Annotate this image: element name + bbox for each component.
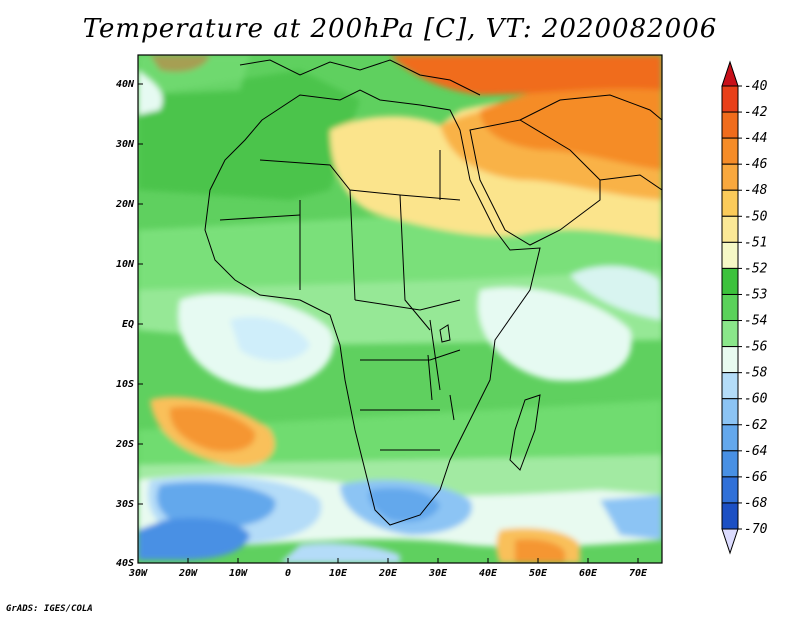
colorbar-swatch: [721, 476, 739, 504]
colorbar-label: -58: [744, 366, 768, 381]
colorbar-label: -46: [744, 157, 768, 172]
temperature-field: [138, 55, 662, 563]
lon-tick-label: 30E: [428, 568, 448, 579]
colorbar-swatch: [721, 241, 739, 269]
colorbar-swatch: [721, 424, 739, 452]
lon-tick-label: 10W: [229, 568, 248, 579]
colorbar-swatch: [721, 398, 739, 426]
colorbar-swatch: [721, 111, 739, 139]
lat-tick-label: 40S: [116, 558, 134, 569]
lat-tick-label: EQ: [122, 319, 134, 330]
colorbar-label: -53: [744, 287, 767, 302]
colorbar-label: -68: [744, 496, 768, 511]
latitude-axis: 40N 30N 20N 10N EQ 10S 20S 30S 40S: [115, 79, 143, 569]
colorbar-bottom-arrow: [721, 528, 739, 555]
colorbar-label: -62: [744, 418, 768, 433]
colorbar-label: -40: [744, 79, 768, 94]
colorbar-swatch: [721, 189, 739, 217]
lat-tick-label: 30S: [115, 499, 134, 510]
map-title: Temperature at 200hPa [C], VT: 202008200…: [82, 14, 718, 44]
colorbar-label: -51: [744, 235, 767, 250]
lat-tick-label: 20S: [115, 439, 134, 450]
colorbar-swatch: [721, 346, 739, 374]
colorbar-label: -66: [744, 470, 768, 485]
colorbar-swatch: [721, 372, 739, 400]
lon-tick-label: 40E: [479, 568, 498, 579]
colorbar-label: -52: [744, 261, 768, 276]
colorbar-label: -70: [744, 522, 768, 537]
lon-tick-label: 50E: [529, 568, 548, 579]
colorbar-swatch: [721, 85, 739, 113]
colorbar-swatch: [721, 267, 739, 295]
lat-tick-label: 20N: [115, 199, 135, 210]
lat-tick-label: 40N: [116, 79, 135, 90]
colorbar-swatch: [721, 502, 739, 530]
colorbar-label: -44: [744, 131, 767, 146]
colorbar-label: -60: [744, 392, 768, 407]
lon-tick-label: 20W: [178, 568, 198, 579]
colorbar-label: -54: [744, 314, 767, 329]
credit-text: GrADS: IGES/COLA: [6, 604, 93, 614]
longitude-axis: 30W 20W 10W 0 10E 20E 30E 40E 50E 60E 70E: [128, 558, 648, 579]
lat-tick-label: 30N: [115, 139, 135, 150]
colorbar-label: -56: [744, 340, 768, 355]
colorbar-swatch: [721, 137, 739, 165]
colorbar-swatch: [721, 293, 739, 322]
colorbar-label: -42: [744, 105, 768, 120]
lat-tick-label: 10N: [116, 259, 135, 270]
colorbar-label: -64: [744, 444, 767, 459]
lon-tick-label: 20E: [378, 568, 398, 579]
lon-tick-label: 0: [285, 568, 291, 579]
colorbar-swatch: [721, 215, 739, 243]
colorbar-swatch: [721, 320, 739, 348]
plot-frame: [137, 54, 663, 564]
colorbar-top-arrow: [721, 60, 739, 87]
lon-tick-label: 10E: [329, 568, 348, 579]
colorbar-label: -50: [744, 209, 768, 224]
lon-tick-label: 60E: [579, 568, 598, 579]
colorbar-swatch: [721, 163, 739, 191]
lat-tick-label: 10S: [116, 379, 134, 390]
colorbar-swatch: [721, 450, 739, 478]
lon-tick-label: 70E: [629, 568, 648, 579]
coastlines: [204, 59, 662, 526]
colorbar-label: -48: [744, 183, 768, 198]
lon-tick-label: 30W: [128, 568, 148, 579]
colorbar: -40 -42 -44 -46 -48 -50 -51 -52 -53 -54 -56 -58 -60 -…: [721, 60, 768, 555]
